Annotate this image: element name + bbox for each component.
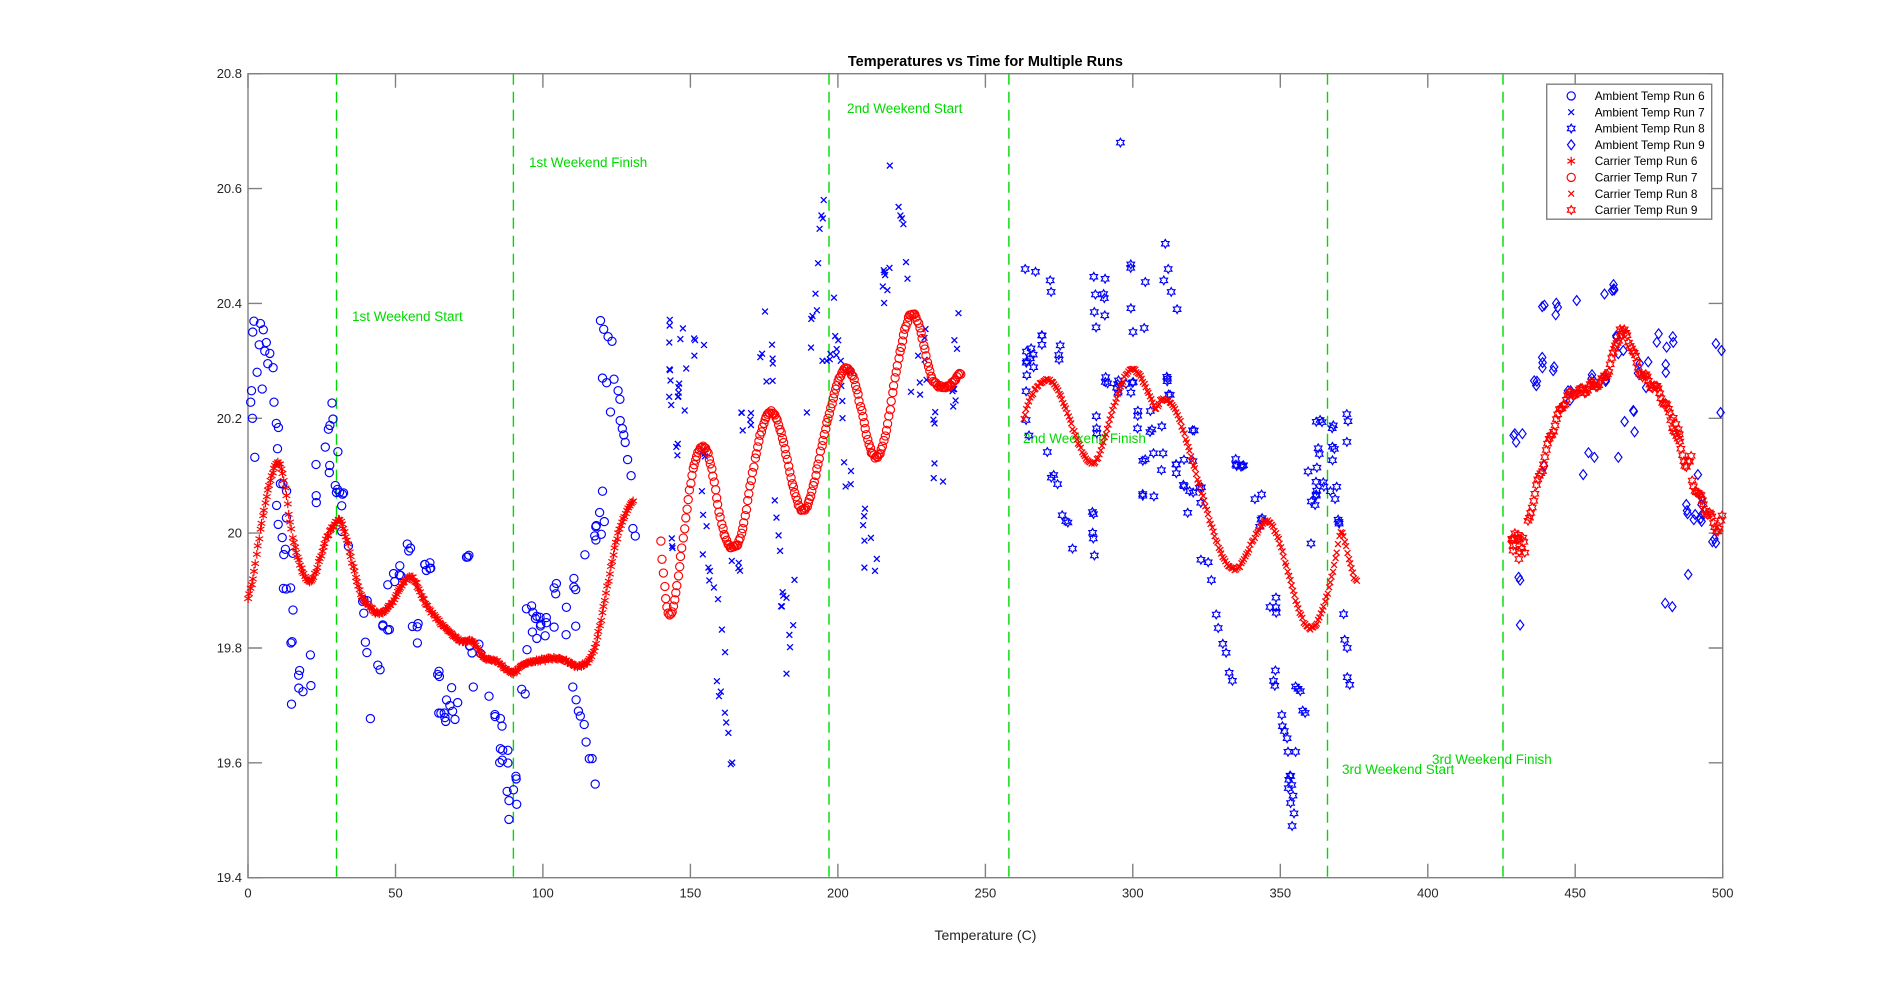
svg-text:2nd Weekend Finish: 2nd Weekend Finish: [1023, 431, 1146, 446]
svg-text:Ambient Temp Run 8: Ambient Temp Run 8: [1595, 122, 1705, 136]
svg-text:1st Weekend Finish: 1st Weekend Finish: [529, 155, 647, 170]
svg-text:Temperatures vs Time for Multi: Temperatures vs Time for Multiple Runs: [848, 54, 1123, 70]
svg-text:20.6: 20.6: [217, 181, 242, 196]
svg-text:Temperature (C): Temperature (C): [934, 927, 1036, 943]
svg-text:3rd Weekend Finish: 3rd Weekend Finish: [1432, 752, 1552, 767]
svg-text:3rd Weekend Start: 3rd Weekend Start: [1342, 762, 1455, 777]
svg-text:Carrier Temp Run 7: Carrier Temp Run 7: [1595, 171, 1698, 185]
svg-text:100: 100: [532, 886, 554, 901]
svg-text:400: 400: [1417, 886, 1439, 901]
svg-text:20: 20: [228, 526, 242, 541]
svg-text:Ambient Temp Run 7: Ambient Temp Run 7: [1595, 105, 1705, 119]
svg-text:1st Weekend Start: 1st Weekend Start: [352, 309, 463, 324]
svg-text:20.4: 20.4: [217, 296, 242, 311]
svg-text:Ambient Temp Run 9: Ambient Temp Run 9: [1595, 138, 1705, 152]
svg-text:19.6: 19.6: [217, 755, 242, 770]
svg-text:0: 0: [244, 886, 251, 901]
svg-text:450: 450: [1564, 886, 1586, 901]
svg-text:200: 200: [827, 886, 849, 901]
svg-text:Ambient Temp Run 6: Ambient Temp Run 6: [1595, 89, 1705, 103]
svg-text:2nd Weekend Start: 2nd Weekend Start: [847, 101, 963, 116]
svg-text:250: 250: [975, 886, 997, 901]
svg-text:150: 150: [680, 886, 702, 901]
svg-text:50: 50: [388, 886, 402, 901]
svg-text:Carrier Temp Run 6: Carrier Temp Run 6: [1595, 154, 1698, 168]
svg-text:300: 300: [1122, 886, 1144, 901]
svg-text:20.8: 20.8: [217, 66, 242, 81]
svg-text:19.8: 19.8: [217, 641, 242, 656]
svg-text:500: 500: [1712, 886, 1734, 901]
svg-text:Carrier Temp Run 9: Carrier Temp Run 9: [1595, 203, 1698, 217]
svg-text:19.4: 19.4: [217, 870, 242, 885]
svg-text:350: 350: [1269, 886, 1291, 901]
svg-text:Carrier Temp Run 8: Carrier Temp Run 8: [1595, 187, 1698, 201]
svg-text:20.2: 20.2: [217, 411, 242, 426]
